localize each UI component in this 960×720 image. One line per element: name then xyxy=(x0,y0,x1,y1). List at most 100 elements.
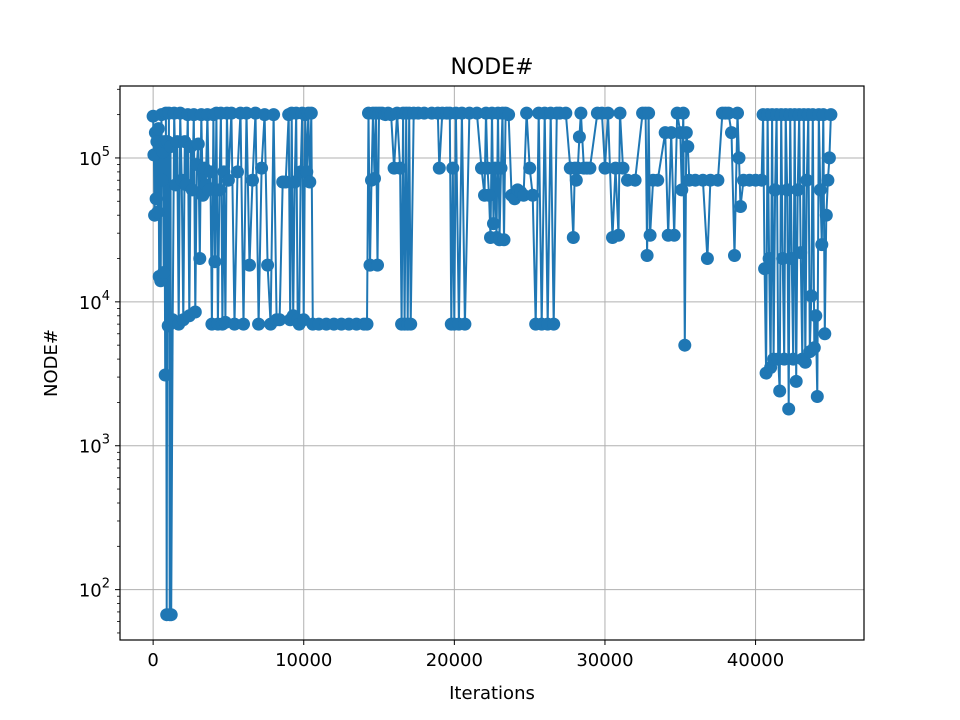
y-tick-label: 102 xyxy=(79,577,110,602)
data-point xyxy=(569,173,583,187)
data-point xyxy=(809,309,823,323)
data-point xyxy=(675,183,689,197)
y-axis-label: NODE# xyxy=(41,329,62,397)
data-point xyxy=(731,106,744,120)
data-point xyxy=(193,252,207,265)
data-point xyxy=(612,228,625,242)
data-point xyxy=(517,188,531,202)
data-point xyxy=(642,106,656,120)
data-point xyxy=(151,122,165,136)
y-tick-label: 105 xyxy=(79,145,110,170)
plot-frame xyxy=(119,85,865,641)
data-point xyxy=(273,313,287,327)
data-point xyxy=(810,390,824,403)
data-point xyxy=(758,262,772,276)
data-point xyxy=(804,289,818,303)
data-point xyxy=(520,106,534,120)
data-point xyxy=(722,106,735,120)
data-point xyxy=(279,175,293,189)
data-point xyxy=(572,130,586,144)
data-point xyxy=(267,108,281,122)
data-point xyxy=(404,317,418,331)
data-point xyxy=(678,338,692,352)
data-point xyxy=(798,355,812,369)
data-point xyxy=(360,317,374,331)
data-point xyxy=(598,161,612,175)
data-point xyxy=(149,192,163,206)
data-point xyxy=(202,183,216,197)
data-point xyxy=(502,108,516,122)
data-point xyxy=(155,173,169,187)
y-tick-label: 103 xyxy=(79,433,110,458)
data-point xyxy=(651,173,665,187)
data-point xyxy=(164,608,178,622)
data-point xyxy=(300,165,314,179)
data-point xyxy=(151,205,165,219)
data-point xyxy=(819,208,833,222)
data-point xyxy=(667,228,681,242)
data-point xyxy=(224,106,238,120)
data-point xyxy=(734,200,747,213)
data-point xyxy=(470,106,484,120)
data-point xyxy=(258,108,272,122)
data-point xyxy=(368,172,381,185)
data-point xyxy=(768,183,782,197)
data-point xyxy=(494,161,508,175)
data-point xyxy=(818,327,832,341)
data-point xyxy=(791,183,805,197)
data-point xyxy=(800,173,814,187)
data-point xyxy=(681,140,695,154)
data-point xyxy=(728,249,741,262)
data-point xyxy=(246,173,259,187)
chart-title: NODE# xyxy=(450,55,533,80)
data-point xyxy=(676,106,690,120)
data-point xyxy=(732,151,746,165)
data-point xyxy=(664,126,678,140)
data-point xyxy=(303,175,317,189)
x-tick-label: 30000 xyxy=(576,650,633,671)
data-point xyxy=(773,384,787,398)
data-point xyxy=(789,374,803,388)
data-point xyxy=(628,173,642,187)
data-point xyxy=(487,217,500,231)
data-point xyxy=(640,249,654,262)
data-point xyxy=(255,161,269,175)
data-point xyxy=(643,228,657,242)
data-point xyxy=(574,106,588,120)
data-point xyxy=(243,258,256,272)
x-tick-label: 20000 xyxy=(426,650,483,671)
data-point xyxy=(191,137,205,151)
data-point xyxy=(786,352,800,366)
ticks: 0 10000 20000 30000 40000 102 103 104 105 xyxy=(79,88,784,671)
data-point xyxy=(776,252,790,265)
data-point xyxy=(725,126,738,140)
data-point xyxy=(237,317,250,331)
data-point xyxy=(157,266,171,279)
data-point xyxy=(304,106,318,120)
x-tick-label: 40000 xyxy=(727,650,784,671)
data-point xyxy=(240,106,253,120)
data-point xyxy=(566,231,580,244)
data-point xyxy=(601,106,615,120)
data-point xyxy=(393,161,407,175)
x-axis-label: Iterations xyxy=(449,683,535,704)
data-point xyxy=(482,188,496,202)
data-point xyxy=(221,173,235,187)
data-point xyxy=(777,352,791,366)
data-point xyxy=(583,161,597,175)
data-point xyxy=(158,368,172,382)
data-point xyxy=(526,188,540,202)
data-point xyxy=(228,317,241,331)
data-point xyxy=(822,151,836,165)
x-tick-label: 0 xyxy=(147,650,158,671)
data-point xyxy=(755,173,769,187)
data-point xyxy=(231,165,244,179)
data-point xyxy=(794,246,808,260)
series-layer xyxy=(146,106,838,622)
data-point xyxy=(559,106,573,120)
data-point xyxy=(821,173,835,187)
data-point xyxy=(547,317,561,331)
data-point xyxy=(212,183,226,197)
